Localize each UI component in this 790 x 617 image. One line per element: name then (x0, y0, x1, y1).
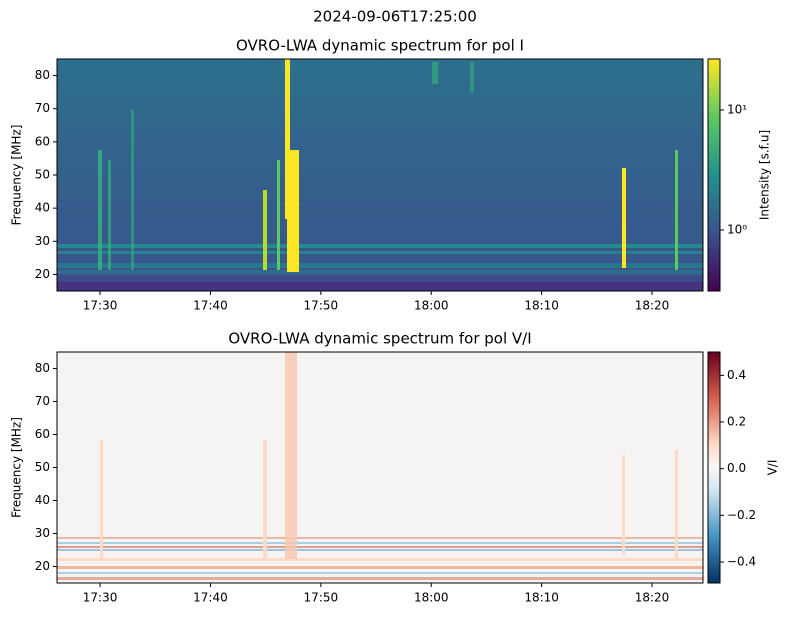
y-axis-label: Frequency [MHz] (10, 417, 24, 518)
y-tick-label: 40 (35, 201, 50, 215)
x-tick-label: 17:40 (193, 591, 228, 605)
y-tick-label: 30 (35, 526, 50, 540)
colorbar-tick-label: 0.4 (727, 368, 746, 382)
x-tick-label: 17:50 (304, 591, 339, 605)
axes-title: OVRO-LWA dynamic spectrum for pol I (236, 37, 524, 55)
y-tick-label: 60 (35, 134, 50, 148)
heatmap-image (57, 59, 703, 291)
y-tick-label: 30 (35, 234, 50, 248)
x-tick-label: 18:00 (414, 591, 449, 605)
colorbar (707, 58, 721, 292)
axes-title: OVRO-LWA dynamic spectrum for pol V/I (228, 330, 531, 348)
y-tick-label: 20 (35, 267, 50, 281)
y-tick-label: 80 (35, 68, 50, 82)
colorbar-tick-label: 10¹ (727, 102, 747, 116)
colorbar-label: Intensity [s.f.u] (758, 130, 772, 220)
y-tick-label: 20 (35, 559, 50, 573)
x-tick-label: 18:10 (524, 591, 559, 605)
y-tick-label: 40 (35, 493, 50, 507)
colorbar-tick-label: −0.2 (727, 508, 756, 522)
x-tick-label: 18:20 (635, 591, 670, 605)
colorbar-tick-label: −0.4 (727, 555, 756, 569)
colorbar-tick-label: 0.0 (727, 461, 746, 475)
y-tick-label: 70 (35, 101, 50, 115)
y-tick-label: 80 (35, 361, 50, 375)
x-tick-label: 17:30 (83, 591, 118, 605)
y-tick-label: 50 (35, 460, 50, 474)
x-tick-label: 17:50 (304, 299, 339, 313)
x-tick-label: 17:30 (83, 299, 118, 313)
y-tick-label: 50 (35, 168, 50, 182)
colorbar (707, 351, 721, 584)
x-tick-label: 18:20 (635, 299, 670, 313)
x-tick-label: 17:40 (193, 299, 228, 313)
x-tick-label: 18:00 (414, 299, 449, 313)
y-axis-label: Frequency [MHz] (10, 125, 24, 226)
heatmap-image (57, 352, 703, 583)
y-tick-label: 60 (35, 427, 50, 441)
colorbar-label: V/I (766, 460, 780, 476)
x-tick-label: 18:10 (524, 299, 559, 313)
y-tick-label: 70 (35, 394, 50, 408)
colorbar-tick-label: 0.2 (727, 415, 746, 429)
figure-title: 2024-09-06T17:25:00 (313, 8, 477, 26)
colorbar-tick-label: 10⁰ (727, 222, 747, 236)
